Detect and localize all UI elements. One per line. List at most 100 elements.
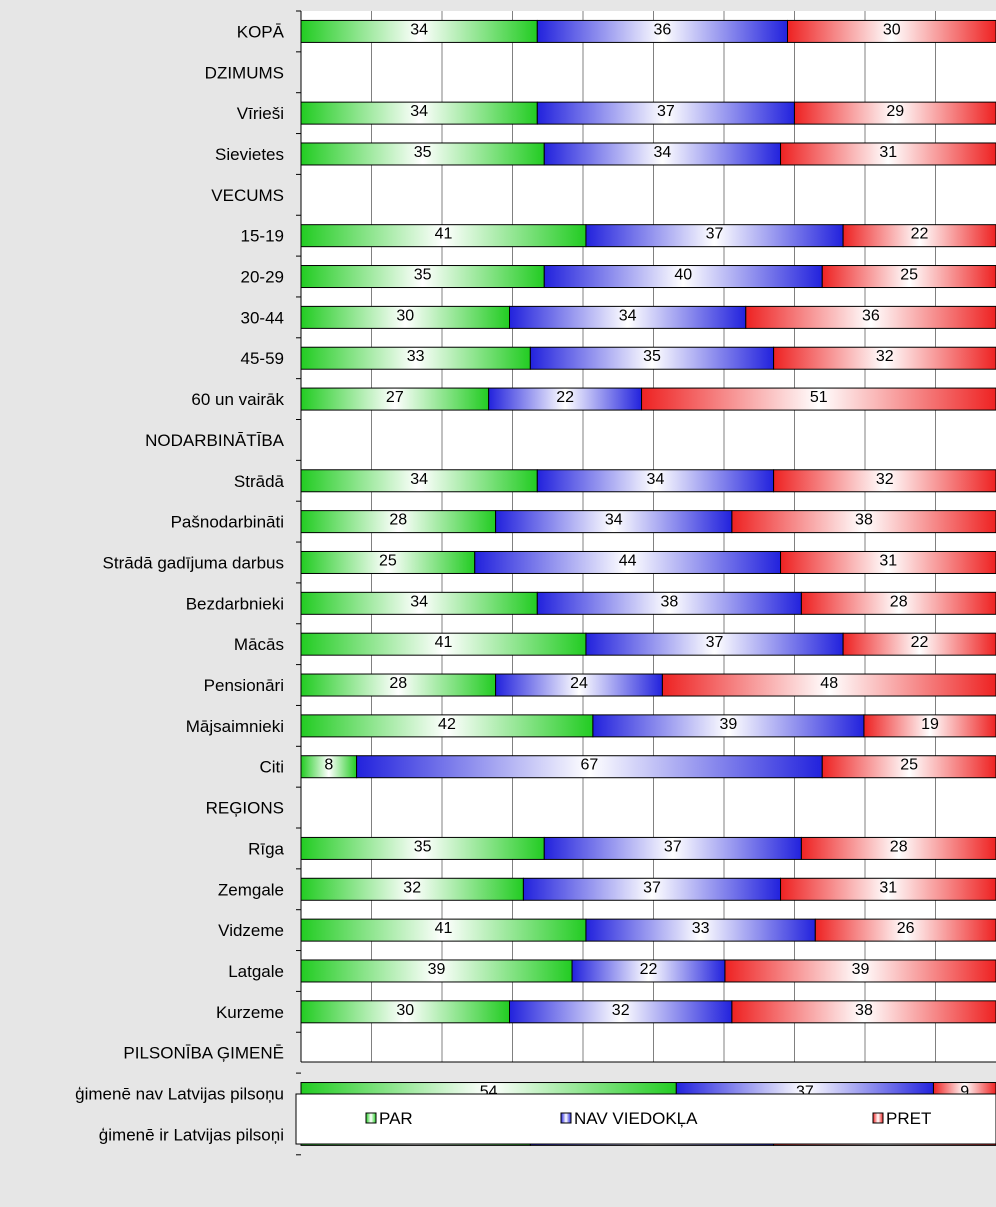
category-label: PILSONĪBA ĢIMENĒ xyxy=(123,1044,284,1063)
category-label: VECUMS xyxy=(211,186,284,205)
bar-segment xyxy=(724,959,996,983)
category-label: Pašnodarbināti xyxy=(171,513,284,532)
category-labels: KOPĀ DZIMUMS Vīrieši Sievietes VECUMS 15-19 20… xyxy=(75,22,285,1144)
legend-swatch xyxy=(560,1112,572,1124)
data-label: 19 xyxy=(921,716,939,733)
data-label: 35 xyxy=(643,348,661,365)
category-label: ģimenē nav Latvijas pilsoņu xyxy=(75,1085,284,1104)
data-label: 22 xyxy=(556,389,574,406)
data-label: 35 xyxy=(414,267,432,284)
data-label: 31 xyxy=(879,552,897,569)
category-label: 20-29 xyxy=(241,268,284,287)
category-label: Latgale xyxy=(228,962,284,981)
data-label: 34 xyxy=(605,512,623,529)
category-label: Citi xyxy=(259,758,284,777)
data-label: 26 xyxy=(897,920,915,937)
data-label: 34 xyxy=(410,471,428,488)
data-label: 28 xyxy=(890,838,908,855)
data-label: 8 xyxy=(324,757,333,774)
bar-segment xyxy=(641,387,996,411)
category-label: DZIMUMS xyxy=(205,63,284,82)
data-label: 30 xyxy=(396,1002,414,1019)
data-label: 37 xyxy=(706,634,724,651)
category-label: Rīga xyxy=(248,839,284,858)
bar-segment xyxy=(821,755,996,779)
data-label: 38 xyxy=(855,512,873,529)
category-label: Bezdarbnieki xyxy=(186,594,284,613)
data-label: 37 xyxy=(643,879,661,896)
data-label: 44 xyxy=(619,552,637,569)
category-label: Vīrieši xyxy=(237,104,284,123)
data-label: 31 xyxy=(879,879,897,896)
data-label: 37 xyxy=(706,226,724,243)
data-label: 34 xyxy=(410,103,428,120)
data-label: 32 xyxy=(403,879,421,896)
data-label: 25 xyxy=(900,267,918,284)
data-label: 37 xyxy=(664,838,682,855)
category-label: Strādā gadījuma darbus xyxy=(103,553,284,572)
category-label: REĢIONS xyxy=(206,799,284,818)
data-label: 28 xyxy=(890,593,908,610)
category-label: Pensionāri xyxy=(204,676,284,695)
data-label: 51 xyxy=(810,389,828,406)
bar-segment xyxy=(787,19,996,43)
bar-segment xyxy=(800,591,996,615)
data-label: 31 xyxy=(879,144,897,161)
legend-label: PRET xyxy=(886,1109,931,1128)
data-label: 67 xyxy=(581,757,599,774)
category-label: Kurzeme xyxy=(216,1003,284,1022)
data-label: 41 xyxy=(435,920,453,937)
data-label: 42 xyxy=(438,716,456,733)
data-label: 34 xyxy=(410,593,428,610)
category-label: Zemgale xyxy=(218,880,284,899)
data-label: 35 xyxy=(414,144,432,161)
data-label: 22 xyxy=(640,961,658,978)
data-label: 27 xyxy=(386,389,404,406)
category-label: Sievietes xyxy=(215,145,284,164)
data-label: 33 xyxy=(692,920,710,937)
category-label: ģimenē ir Latvijas pilsoņi xyxy=(99,1125,284,1144)
data-label: 28 xyxy=(389,675,407,692)
bar-segment xyxy=(793,101,996,125)
data-label: 38 xyxy=(855,1002,873,1019)
data-label: 28 xyxy=(389,512,407,529)
data-label: 39 xyxy=(720,716,738,733)
data-label: 39 xyxy=(852,961,870,978)
category-label: KOPĀ xyxy=(237,22,285,41)
bar-segment xyxy=(863,714,996,738)
data-label: 36 xyxy=(654,21,672,38)
data-label: 34 xyxy=(654,144,672,161)
data-label: 34 xyxy=(410,21,428,38)
data-label: 34 xyxy=(647,471,665,488)
data-label: 30 xyxy=(396,307,414,324)
data-label: 38 xyxy=(660,593,678,610)
data-label: 39 xyxy=(428,961,446,978)
data-label: 32 xyxy=(876,348,894,365)
legend-label: PAR xyxy=(379,1109,413,1128)
data-label: 32 xyxy=(876,471,894,488)
data-label: 40 xyxy=(674,267,692,284)
data-label: 35 xyxy=(414,838,432,855)
data-label: 41 xyxy=(435,634,453,651)
category-ticks xyxy=(296,10,301,1156)
data-label: 37 xyxy=(657,103,675,120)
bar-segment xyxy=(800,836,996,860)
bar-segment xyxy=(661,673,996,697)
data-label: 41 xyxy=(435,226,453,243)
bar-segment xyxy=(821,265,996,289)
legend: PAR NAV VIEDOKĻA PRET xyxy=(295,1093,996,1145)
data-label: 25 xyxy=(900,757,918,774)
bar-segment xyxy=(731,1000,996,1024)
plot-area xyxy=(301,11,996,1062)
category-label: Mājsaimnieki xyxy=(186,717,284,736)
category-label: 60 un vairāk xyxy=(191,390,284,409)
category-label: Strādā xyxy=(234,472,285,491)
data-label: 34 xyxy=(619,307,637,324)
data-label: 30 xyxy=(883,21,901,38)
category-label: Mācās xyxy=(234,635,284,654)
gridlines xyxy=(371,11,936,1062)
data-label: 32 xyxy=(612,1002,630,1019)
data-label: 24 xyxy=(570,675,588,692)
data-label: 33 xyxy=(407,348,425,365)
